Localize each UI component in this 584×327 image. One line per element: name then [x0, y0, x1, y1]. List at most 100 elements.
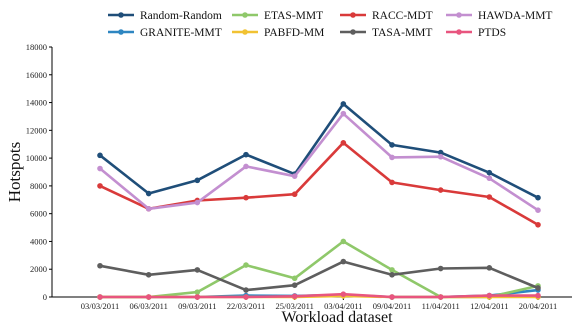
data-point-hawda-mmt: [486, 175, 493, 182]
data-point-racc-mdt: [486, 194, 493, 200]
data-point-tasa-mmt: [340, 258, 347, 265]
y-tick-label: 0: [43, 292, 47, 302]
series-line-racc-mdt: [99, 141, 539, 226]
data-point-tasa-mmt: [389, 271, 395, 278]
x-axis-title: Workload dataset: [281, 309, 393, 326]
legend-label-ptds: PTDS: [478, 27, 506, 39]
y-tick-label: 14000: [26, 98, 47, 108]
legend-marker-pabfd-mm: [242, 29, 248, 35]
data-point-random-random: [97, 152, 103, 159]
series-line-tasa-mmt: [99, 260, 539, 292]
data-point-tasa-mmt: [291, 282, 298, 288]
series-racc-mdt: [97, 140, 541, 228]
legend-label-pabfd-mm: PABFD-MM: [264, 27, 324, 39]
legend: Random-Random GRANITE-MMT ETAS-MMT PABFD-MM…: [108, 10, 552, 39]
data-point-etas-mmt: [340, 238, 347, 245]
legend-item-ptds: PTDS: [446, 27, 506, 39]
data-point-etas-mmt: [291, 275, 298, 282]
data-point-etas-mmt: [194, 289, 201, 295]
data-point-random-random: [340, 101, 347, 107]
series-ptds: [97, 291, 541, 300]
data-point-tasa-mmt: [535, 285, 541, 291]
series-layer: [97, 101, 541, 300]
data-point-ptds: [145, 294, 152, 300]
data-point-racc-mdt: [243, 194, 249, 201]
x-tick-label: 06/03/2011: [129, 301, 167, 311]
legend-item-etas-mmt: ETAS-MMT: [232, 10, 323, 22]
x-tick-label: 12/04/2011: [470, 301, 508, 311]
legend-item-tasa-mmt: TASA-MMT: [340, 27, 432, 39]
data-point-tasa-mmt: [97, 262, 103, 269]
data-point-ptds: [291, 293, 298, 300]
legend-label-etas-mmt: ETAS-MMT: [264, 10, 323, 22]
data-point-racc-mdt: [389, 179, 395, 186]
data-point-racc-mdt: [291, 191, 298, 198]
data-point-ptds: [535, 292, 541, 299]
data-point-hawda-mmt: [291, 173, 298, 179]
legend-marker-racc-mdt: [350, 12, 356, 18]
data-point-etas-mmt: [243, 262, 249, 268]
data-point-hawda-mmt: [194, 199, 201, 206]
data-point-random-random: [194, 177, 201, 184]
legend-item-granite-mmt: GRANITE-MMT: [108, 27, 222, 39]
data-point-racc-mdt: [535, 221, 541, 228]
data-point-racc-mdt: [97, 183, 103, 189]
data-point-hawda-mmt: [97, 165, 103, 172]
legend-marker-etas-mmt: [242, 12, 248, 18]
data-point-tasa-mmt: [437, 265, 444, 272]
axes: 0 2000 4000 6000 8000 10000 12000 14000 16000 180…: [26, 42, 572, 311]
data-point-etas-mmt: [389, 267, 395, 273]
y-tick-label: 8000: [30, 181, 47, 191]
legend-item-pabfd-mm: PABFD-MM: [232, 27, 324, 39]
data-point-ptds: [437, 294, 444, 300]
legend-marker-hawda-mmt: [456, 12, 462, 18]
legend-item-racc-mdt: RACC-MDT: [340, 10, 433, 22]
data-point-random-random: [145, 190, 152, 197]
legend-item-hawda-mmt: HAWDA-MMT: [446, 10, 552, 22]
data-point-random-random: [486, 169, 493, 176]
data-point-tasa-mmt: [486, 265, 493, 271]
data-point-ptds: [340, 291, 347, 298]
data-point-hawda-mmt: [535, 207, 541, 213]
data-point-ptds: [389, 294, 395, 300]
data-point-ptds: [97, 294, 103, 300]
data-point-tasa-mmt: [145, 271, 152, 278]
data-point-tasa-mmt: [194, 267, 201, 273]
data-point-hawda-mmt: [389, 154, 395, 161]
data-point-tasa-mmt: [243, 287, 249, 293]
x-tick-label: 09/03/2011: [178, 301, 216, 311]
legend-label-granite-mmt: GRANITE-MMT: [140, 27, 222, 39]
x-tick-label: 25/03/2011: [275, 301, 313, 311]
x-tick-label: 03/03/2011: [81, 301, 119, 311]
legend-label-hawda-mmt: HAWDA-MMT: [478, 10, 552, 22]
series-line-ptds: [100, 292, 538, 299]
data-point-hawda-mmt: [243, 163, 249, 170]
data-point-racc-mdt: [437, 187, 444, 193]
data-point-hawda-mmt: [437, 153, 444, 160]
legend-item-random-random: Random-Random: [108, 10, 222, 22]
data-point-ptds: [486, 292, 493, 299]
legend-marker-random-random: [118, 12, 124, 18]
y-tick-label: 10000: [26, 153, 47, 163]
y-axis-title: Hotspots: [5, 142, 24, 202]
series-random-random: [97, 101, 541, 201]
x-tick-label: 03/04/2011: [324, 301, 362, 311]
y-tick-label: 2000: [30, 264, 47, 274]
y-tick-label: 4000: [30, 236, 47, 246]
y-tick-label: 6000: [30, 209, 47, 219]
series-line-hawda-mmt: [99, 112, 539, 212]
data-point-ptds: [194, 294, 201, 300]
data-point-random-random: [243, 151, 249, 158]
x-tick-label: 09/04/2011: [373, 301, 411, 311]
data-point-hawda-mmt: [340, 110, 347, 117]
data-point-random-random: [437, 149, 444, 156]
data-point-random-random: [389, 142, 395, 148]
y-tick-label: 18000: [26, 42, 47, 52]
data-point-racc-mdt: [340, 140, 347, 146]
x-tick-label: 20/04/2011: [519, 301, 557, 311]
data-point-ptds: [243, 294, 249, 300]
legend-marker-granite-mmt: [118, 29, 124, 35]
series-tasa-mmt: [97, 258, 541, 293]
